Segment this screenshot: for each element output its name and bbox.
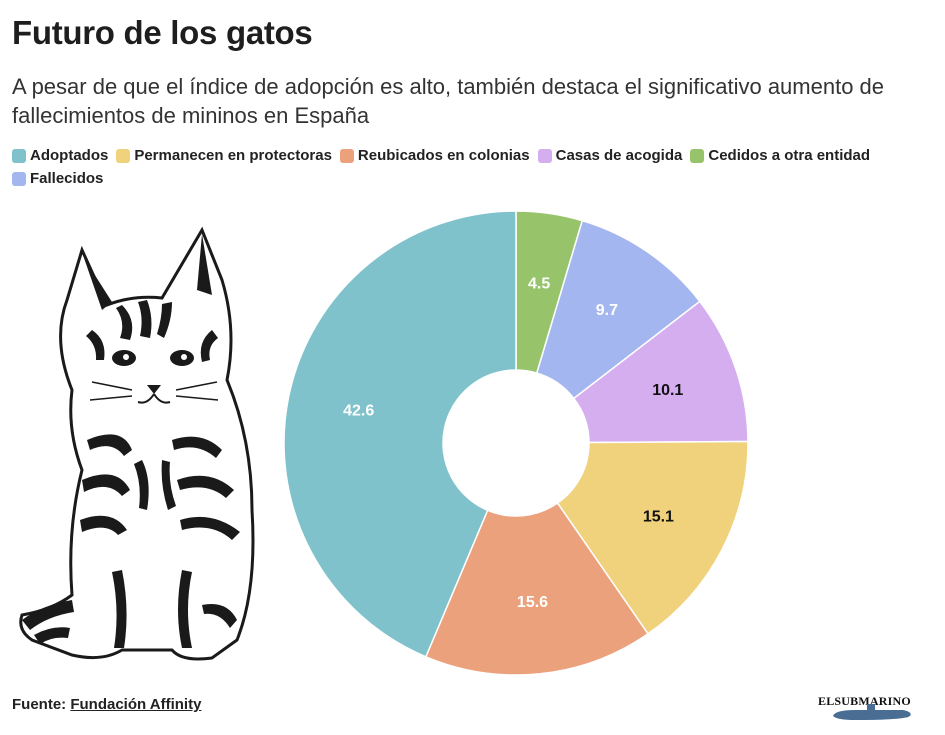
donut-slice (424, 501, 650, 676)
legend-label: Reubicados en colonias (357, 147, 530, 164)
donut-slice (572, 300, 749, 444)
legend-label: Adoptados (30, 147, 109, 164)
legend-label: Cedidos a otra entidad (708, 147, 871, 164)
slice-value-label: 42.6 (343, 402, 374, 419)
legend-swatch (12, 148, 26, 163)
slice-value-label: 9.7 (596, 302, 618, 319)
slice-value-label: 4.5 (528, 275, 550, 292)
donut-slice (283, 210, 517, 658)
source-note: Fuente: Fundación Affinity (12, 696, 201, 713)
legend-item-cedidos: Cedidos a otra entidad (690, 147, 870, 164)
slice-value-label: 15.6 (517, 594, 548, 611)
chart-subtitle: A pesar de que el índice de adopción es … (12, 74, 885, 128)
donut-slice (535, 219, 701, 400)
donut-slices (283, 210, 749, 676)
legend: Adoptados Permanecen en protectoras Reub… (12, 147, 937, 187)
legend-label: Casas de acogida (555, 147, 683, 164)
legend-item-adoptados: Adoptados (12, 147, 108, 164)
legend-item-casas-acogida: Casas de acogida (537, 147, 683, 164)
brand-logo: ELSUBMARINO (815, 692, 915, 722)
legend-swatch (537, 148, 552, 163)
legend-swatch (116, 148, 131, 163)
source-link[interactable]: Fundación Affinity (70, 696, 202, 713)
legend-swatch (339, 148, 354, 163)
submarine-icon (833, 704, 911, 720)
brand-name: ELSUBMARINO (818, 694, 911, 708)
source-prefix: Fuente: (12, 696, 67, 713)
chart-title: Futuro de los gatos (12, 14, 313, 51)
slice-value-label: 15.1 (643, 508, 674, 525)
legend-item-reubicados: Reubicados en colonias (339, 147, 530, 164)
legend-swatch (12, 171, 26, 186)
donut-slice (556, 440, 749, 635)
slice-value-label: 10.1 (652, 382, 683, 399)
legend-label: Fallecidos (30, 170, 104, 187)
legend-item-fallecidos: Fallecidos (12, 170, 103, 187)
legend-item-permanecen: Permanecen en protectoras (116, 147, 332, 164)
legend-label: Permanecen en protectoras (134, 147, 332, 164)
legend-swatch (690, 148, 705, 163)
donut-slice-labels: 4.5 9.7 10.1 15.1 15.6 42.6 (343, 275, 683, 610)
kitten-illustration (19, 226, 255, 661)
